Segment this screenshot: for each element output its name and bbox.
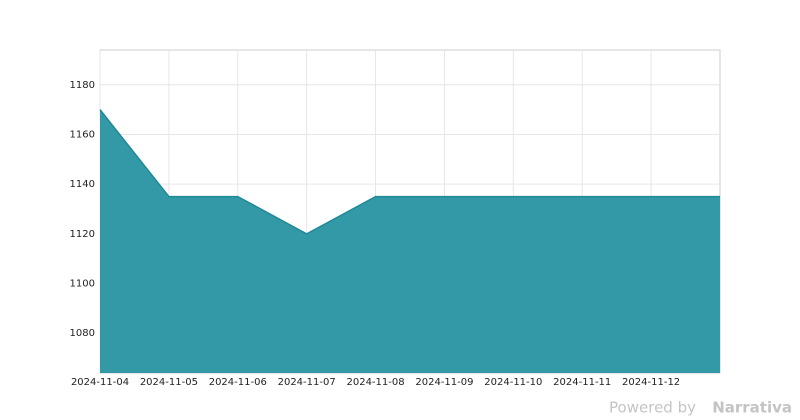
area: [100, 109, 720, 373]
x-tick-label: 2024-11-04: [71, 377, 129, 388]
y-tick-label: 1180: [70, 80, 95, 91]
y-tick-label: 1160: [70, 129, 95, 140]
y-tick-label: 1100: [70, 279, 95, 290]
watermark-brand: Narrativa: [712, 399, 792, 417]
x-tick-label: 2024-11-08: [346, 377, 404, 388]
y-tick-label: 1080: [70, 328, 95, 339]
x-tick-label: 2024-11-11: [553, 377, 611, 388]
x-tick-label: 2024-11-06: [209, 377, 267, 388]
area-line: [99, 109, 720, 235]
x-tick-label: 2024-11-09: [415, 377, 473, 388]
y-tick-label: 1140: [70, 179, 95, 190]
x-tick-label: 2024-11-05: [140, 377, 198, 388]
watermark-prefix: Powered by: [609, 399, 696, 417]
y-tick-label: 1120: [70, 229, 95, 240]
x-tick-label: 2024-11-10: [484, 377, 542, 388]
x-tick-label: 2024-11-12: [622, 377, 680, 388]
x-tick-label: 2024-11-07: [278, 377, 336, 388]
